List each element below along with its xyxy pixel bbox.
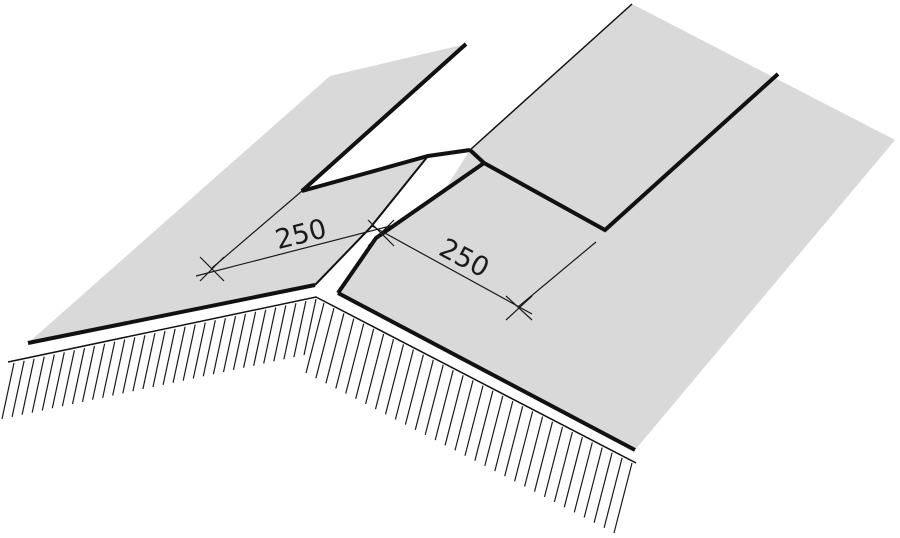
- hatch-line: [404, 354, 424, 425]
- left-flashing-edge: [300, 42, 471, 193]
- hatch-line: [71, 347, 86, 405]
- hatch-line: [182, 324, 196, 381]
- hatch-line: [303, 298, 317, 356]
- hatch-line: [212, 318, 226, 375]
- hatch-line: [293, 300, 307, 358]
- hatch-line: [514, 411, 534, 482]
- hatch-line: [283, 303, 297, 360]
- left-dimension-line: [195, 223, 399, 277]
- hatch-line: [192, 322, 206, 379]
- hatch-line: [563, 437, 583, 508]
- hatch-line: [51, 352, 65, 409]
- hatch-line: [543, 426, 564, 498]
- hatch-line: [122, 337, 136, 394]
- hatch-line: [11, 360, 25, 418]
- hatch-line: [345, 323, 365, 394]
- hatch-line: [335, 318, 355, 389]
- wall-top-line: [7, 296, 637, 464]
- hatch-line: [61, 350, 75, 407]
- hatch-line: [41, 354, 55, 411]
- hatch-line: [414, 359, 434, 430]
- hatch-line: [92, 343, 106, 400]
- hatch-line: [81, 345, 96, 403]
- hatch-line: [603, 457, 623, 528]
- hatch-line: [494, 400, 514, 472]
- hatch-line: [583, 447, 603, 518]
- hatch-line: [315, 308, 335, 379]
- right-eave-edge: [337, 291, 636, 452]
- hatch-line: [613, 462, 633, 534]
- hatch-line: [504, 406, 524, 477]
- right-dimension-line: [371, 225, 533, 315]
- right-roof-panel: [338, 4, 895, 450]
- right-dimension-tick: [505, 295, 533, 321]
- hatch-line: [474, 390, 494, 461]
- hatch-line: [573, 442, 593, 513]
- hatch-line: [454, 380, 474, 451]
- hatch-line: [593, 452, 613, 523]
- wall-hatching: [1, 298, 633, 534]
- hatch-line: [384, 344, 405, 415]
- hatch-line: [305, 302, 325, 374]
- hatch-line: [232, 313, 247, 371]
- hatch-line: [102, 341, 116, 398]
- hatch-line: [464, 385, 484, 456]
- hatch-line: [434, 369, 454, 441]
- hatch-line: [273, 305, 287, 362]
- hatch-line: [374, 338, 395, 410]
- hatch-line: [21, 358, 35, 415]
- hatch-line: [355, 328, 375, 399]
- right-flashing-edge: [468, 72, 780, 233]
- hatch-line: [222, 315, 237, 373]
- hatch-line: [172, 326, 186, 383]
- ridge-strip-left-edge: [314, 155, 429, 286]
- hatch-line: [202, 320, 216, 377]
- hatch-line: [142, 332, 156, 390]
- hatch-line: [444, 375, 464, 446]
- left-dimension-tick: [199, 256, 225, 282]
- hatch-line: [1, 362, 15, 420]
- hatch-line: [533, 421, 554, 492]
- center-dimension-tick: [367, 219, 395, 247]
- hatch-line: [31, 356, 45, 413]
- hatch-line: [394, 349, 414, 420]
- hatch-line: [112, 339, 126, 396]
- hatch-line: [132, 335, 146, 392]
- hatch-line: [263, 307, 277, 364]
- left-eave-edge: [27, 283, 316, 345]
- hatch-line: [424, 364, 444, 436]
- hatch-line: [365, 333, 385, 405]
- left-roof-panel: [28, 44, 470, 343]
- ridge-line: [469, 3, 633, 151]
- hatch-line: [524, 416, 544, 487]
- left-extension-line: [211, 190, 303, 269]
- hatch-line: [152, 330, 166, 388]
- hatch-line: [553, 431, 573, 503]
- hatch-line: [253, 309, 267, 366]
- hatch-line: [325, 313, 345, 384]
- hatch-line: [162, 328, 176, 386]
- hatch-line: [484, 395, 504, 467]
- hatch-line: [243, 311, 257, 368]
